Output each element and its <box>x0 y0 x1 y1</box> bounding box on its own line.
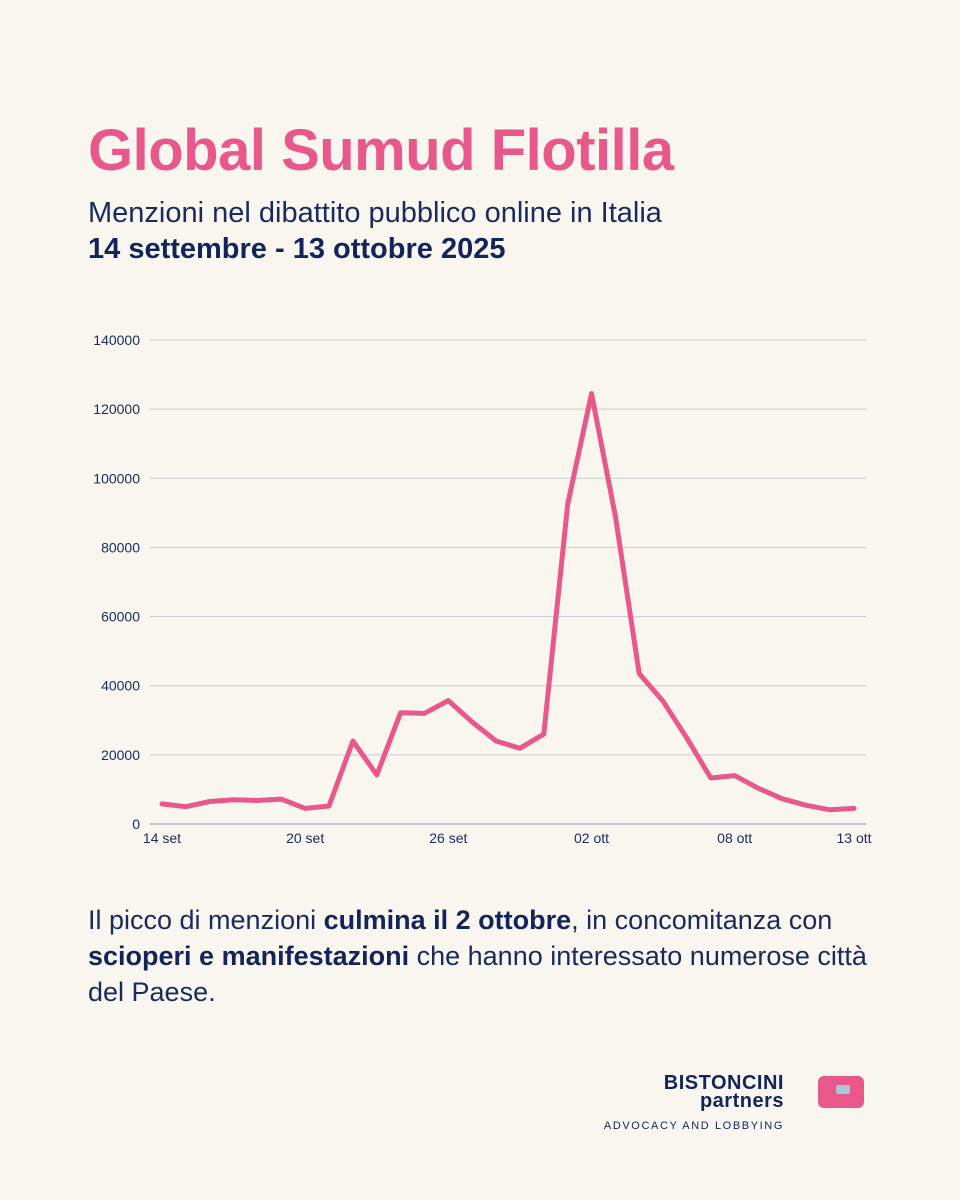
caption-part-1: Il picco di menzioni <box>88 905 324 935</box>
y-tick-label: 120000 <box>93 401 140 417</box>
grid-lines <box>150 339 866 825</box>
y-axis-ticks: 0 20000 40000 60000 80000 100000 120000 140000 <box>93 332 140 832</box>
data-point <box>446 698 451 703</box>
data-point <box>350 739 355 744</box>
data-point <box>398 710 403 715</box>
data-point <box>517 746 522 751</box>
data-point <box>708 776 713 781</box>
data-point <box>756 786 761 791</box>
chart-subtitle: Menzioni nel dibattito pubblico online i… <box>88 197 662 229</box>
data-point <box>541 732 546 737</box>
x-tick-label: 02 ott <box>574 830 609 846</box>
caption-bold-1: culmina il 2 ottobre <box>323 905 572 935</box>
series-layer <box>159 391 857 813</box>
y-tick-label: 20000 <box>101 747 140 763</box>
date-range: 14 settembre - 13 ottobre 2025 <box>88 233 506 265</box>
data-point <box>470 720 475 725</box>
data-point <box>637 671 642 676</box>
logo-wordmark: BISTONCINI partners <box>594 1072 784 1112</box>
data-point <box>589 391 594 396</box>
brand-logo: BISTONCINI partners ADVOCACY AND LOBBYIN… <box>594 1072 874 1144</box>
caption-part-2: , in concomitanza con <box>571 905 833 935</box>
chart-title: Global Sumud Flotilla <box>88 118 674 183</box>
caption-part-3: che hanno interessato numerose città del… <box>88 941 867 1007</box>
y-tick-label: 140000 <box>93 332 140 348</box>
data-point <box>327 804 332 809</box>
data-point <box>565 502 570 507</box>
y-tick-label: 100000 <box>93 470 140 486</box>
data-point <box>255 798 260 803</box>
x-tick-label: 20 set <box>286 830 324 846</box>
x-axis-ticks: 14 set 20 set 26 set 02 ott 08 ott 13 ott <box>143 830 872 846</box>
data-point <box>661 699 666 704</box>
data-point <box>804 803 809 808</box>
y-tick-label: 60000 <box>101 609 140 625</box>
data-point <box>207 799 212 804</box>
data-point <box>494 739 499 744</box>
logo-b-mark-icon <box>818 1076 864 1108</box>
data-point <box>684 736 689 741</box>
x-tick-label: 13 ott <box>836 830 871 846</box>
caption-bold-2: scioperi e manifestazioni <box>88 941 410 971</box>
series-line <box>159 391 857 813</box>
data-point <box>374 772 379 777</box>
data-point <box>160 801 164 806</box>
line-chart: 020000400006000080000100000120000140000 … <box>93 332 872 846</box>
logo-name-line-1: BISTONCINI <box>663 1072 784 1094</box>
data-point <box>279 797 284 802</box>
data-point <box>828 807 833 812</box>
data-point <box>303 806 308 811</box>
x-tick-label: 26 set <box>429 830 467 846</box>
logo-tagline: ADVOCACY AND LOBBYING <box>603 1120 784 1132</box>
caption-text: Il picco di menzioni culmina il 2 ottobr… <box>88 902 878 1010</box>
y-tick-label: 80000 <box>101 539 140 555</box>
y-tick-label: 0 <box>132 816 140 832</box>
x-tick-label: 08 ott <box>717 830 752 846</box>
data-point <box>613 514 618 519</box>
x-tick-label: 14 set <box>143 830 181 846</box>
data-point <box>732 773 737 778</box>
data-point <box>183 804 188 809</box>
data-point <box>422 711 427 716</box>
data-point <box>231 797 236 802</box>
y-tick-label: 40000 <box>101 678 140 694</box>
data-point <box>852 806 856 811</box>
data-point <box>780 796 785 801</box>
logo-name-line-2: partners <box>699 1090 784 1112</box>
